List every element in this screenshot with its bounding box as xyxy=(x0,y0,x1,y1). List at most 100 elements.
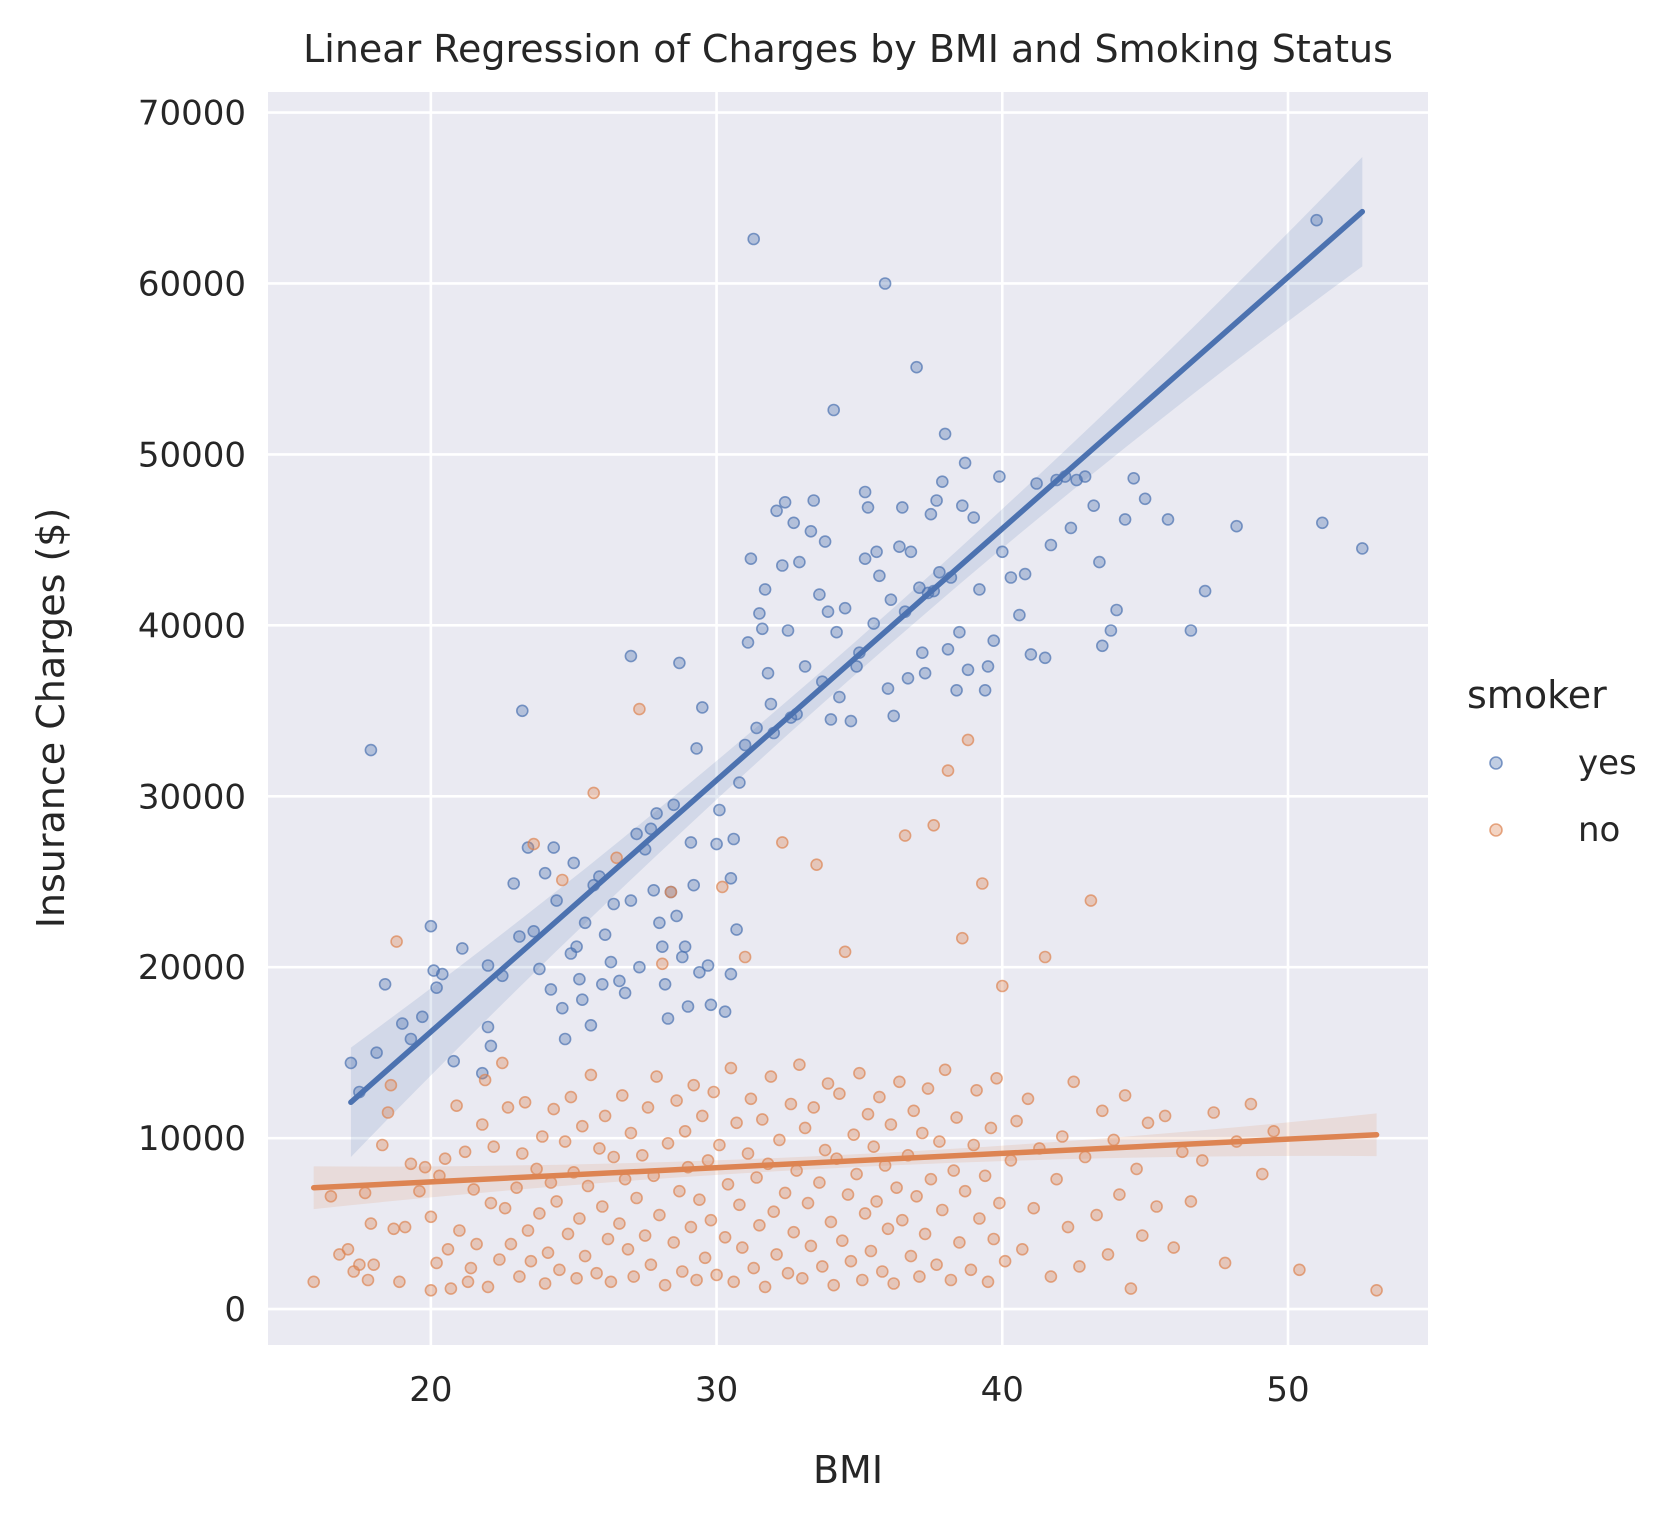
point-yes xyxy=(673,656,686,670)
point-no xyxy=(367,1258,381,1271)
point-no xyxy=(933,1135,946,1148)
point-no xyxy=(690,1273,703,1287)
legend-label-no: no xyxy=(1578,810,1620,850)
point-yes xyxy=(804,524,818,538)
y-axis-label: Insurance Charges ($) xyxy=(29,508,73,929)
point-no xyxy=(727,1275,741,1289)
point-yes xyxy=(1104,624,1118,637)
point-yes xyxy=(1064,521,1078,535)
point-no xyxy=(398,1220,412,1234)
point-yes xyxy=(598,928,612,942)
point-yes xyxy=(653,916,666,930)
point-no xyxy=(1158,1109,1172,1123)
point-yes xyxy=(644,822,658,836)
x-tick-label: 50 xyxy=(1266,1370,1309,1410)
point-no xyxy=(973,1212,986,1225)
point-no xyxy=(1021,1092,1035,1106)
point-no xyxy=(387,1222,401,1236)
point-yes xyxy=(513,930,526,943)
point-no xyxy=(613,1217,626,1230)
point-no xyxy=(798,1121,812,1135)
point-yes xyxy=(958,456,972,470)
x-tick-label: 30 xyxy=(695,1370,738,1410)
point-yes xyxy=(678,940,692,954)
point-no xyxy=(844,1254,858,1268)
point-no xyxy=(453,1224,466,1237)
point-no xyxy=(664,885,678,899)
point-yes xyxy=(430,981,443,995)
point-no xyxy=(1010,1114,1023,1128)
point-yes xyxy=(544,983,558,996)
point-no xyxy=(887,1277,901,1290)
point-no xyxy=(670,1094,683,1107)
point-no xyxy=(618,1172,632,1186)
point-no xyxy=(478,1073,492,1087)
point-no xyxy=(653,1208,666,1222)
point-no xyxy=(390,935,403,948)
point-yes xyxy=(1356,542,1369,555)
legend-marker-yes xyxy=(1489,756,1503,770)
point-no xyxy=(1056,1130,1069,1143)
point-no xyxy=(638,1229,652,1242)
point-yes xyxy=(475,1066,489,1080)
point-no xyxy=(710,1268,723,1282)
point-yes xyxy=(821,605,835,619)
point-no xyxy=(418,1160,432,1174)
point-no xyxy=(484,1196,498,1210)
point-yes xyxy=(618,986,632,1000)
point-yes xyxy=(415,1010,429,1024)
point-no xyxy=(1184,1195,1198,1208)
point-no xyxy=(1038,950,1052,964)
point-no xyxy=(810,858,823,872)
point-no xyxy=(467,1183,481,1196)
point-yes xyxy=(1127,471,1140,485)
point-no xyxy=(450,1099,463,1112)
point-no xyxy=(441,1243,455,1256)
y-tick-label: 50000 xyxy=(138,435,246,475)
point-yes xyxy=(575,993,589,1007)
point-no xyxy=(941,764,955,777)
point-no xyxy=(764,1070,778,1083)
point-no xyxy=(947,1164,961,1177)
point-yes xyxy=(781,624,795,637)
point-no xyxy=(841,1188,855,1201)
point-no xyxy=(755,1113,769,1126)
point-yes xyxy=(550,894,563,907)
point-no xyxy=(1090,1208,1103,1222)
point-no xyxy=(993,1196,1006,1210)
point-no xyxy=(501,1101,515,1114)
point-no xyxy=(758,1280,772,1294)
point-yes xyxy=(547,841,561,854)
point-no xyxy=(1141,1116,1155,1130)
point-no xyxy=(804,1239,818,1253)
point-yes xyxy=(1184,624,1198,637)
point-no xyxy=(1073,1260,1086,1273)
point-yes xyxy=(1004,571,1018,584)
point-yes xyxy=(850,660,863,673)
point-no xyxy=(575,1119,589,1133)
legend-title: smoker xyxy=(1467,673,1607,717)
point-yes xyxy=(515,704,529,718)
point-no xyxy=(1150,1200,1163,1213)
point-no xyxy=(630,1191,643,1205)
x-axis-label: BMI xyxy=(813,1448,883,1492)
point-no xyxy=(570,1272,583,1285)
point-no xyxy=(375,1138,389,1152)
point-no xyxy=(673,1184,686,1198)
point-no xyxy=(781,1266,795,1280)
point-no xyxy=(693,1193,706,1206)
point-no xyxy=(775,836,789,849)
point-no xyxy=(553,1263,566,1277)
point-yes xyxy=(861,501,875,514)
point-no xyxy=(1050,1172,1063,1186)
point-no xyxy=(581,1179,595,1193)
point-yes xyxy=(484,1039,498,1053)
point-no xyxy=(1084,894,1098,907)
point-yes xyxy=(724,871,738,885)
point-yes xyxy=(884,593,898,607)
point-no xyxy=(701,1154,715,1167)
point-no xyxy=(621,1243,635,1256)
point-no xyxy=(950,1111,963,1124)
point-no xyxy=(504,1237,518,1251)
point-no xyxy=(413,1184,426,1198)
